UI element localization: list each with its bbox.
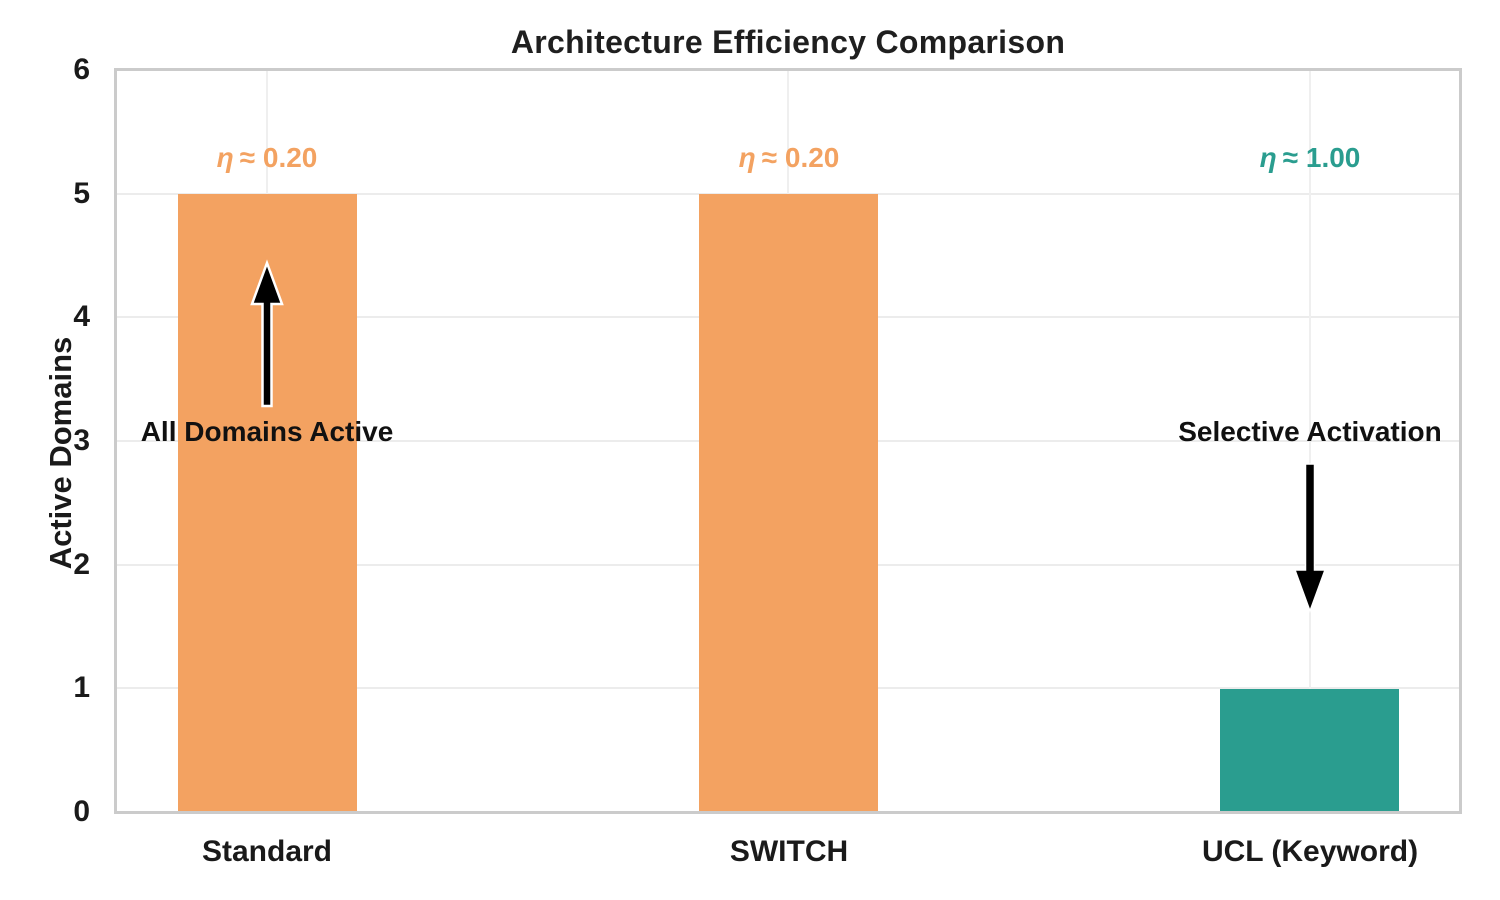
x-tick-label-ucl-keyword: UCL (Keyword) bbox=[1201, 835, 1419, 868]
eta-value: ≈ 0.20 bbox=[761, 142, 840, 173]
y-tick-label-3: 3 bbox=[73, 424, 90, 457]
y-tick-label-5: 5 bbox=[73, 177, 90, 210]
y-tick-label-0: 0 bbox=[73, 795, 90, 828]
eta-annotation-switch: η ≈ 0.20 bbox=[659, 141, 919, 175]
y-tick-label-2: 2 bbox=[73, 548, 90, 581]
eta-annotation-ucl: η ≈ 1.00 bbox=[1180, 141, 1440, 175]
eta-annotation-standard: η ≈ 0.20 bbox=[137, 141, 397, 175]
eta-value: ≈ 0.20 bbox=[239, 142, 318, 173]
chart-title: Architecture Efficiency Comparison bbox=[510, 24, 1066, 60]
callout-all-domains-active: All Domains Active bbox=[140, 416, 394, 447]
y-tick-label-4: 4 bbox=[73, 300, 90, 333]
x-tick-label-switch: SWITCH bbox=[729, 835, 849, 868]
eta-symbol: η bbox=[216, 142, 234, 173]
x-tick-label-standard: Standard bbox=[201, 835, 333, 868]
up-arrow-icon bbox=[250, 259, 284, 408]
down-arrow-icon bbox=[1293, 463, 1327, 614]
y-tick-label-1: 1 bbox=[73, 671, 90, 704]
gridline-x-ucl bbox=[1309, 71, 1311, 811]
y-tick-label-6: 6 bbox=[73, 53, 90, 86]
callout-selective-activation: Selective Activation bbox=[1178, 416, 1442, 447]
bar-ucl-keyword bbox=[1220, 689, 1399, 811]
eta-symbol: η bbox=[738, 142, 756, 173]
eta-symbol: η bbox=[1259, 142, 1277, 173]
eta-value: ≈ 1.00 bbox=[1282, 142, 1361, 173]
plot-area bbox=[114, 68, 1462, 814]
bar-switch bbox=[699, 194, 878, 811]
